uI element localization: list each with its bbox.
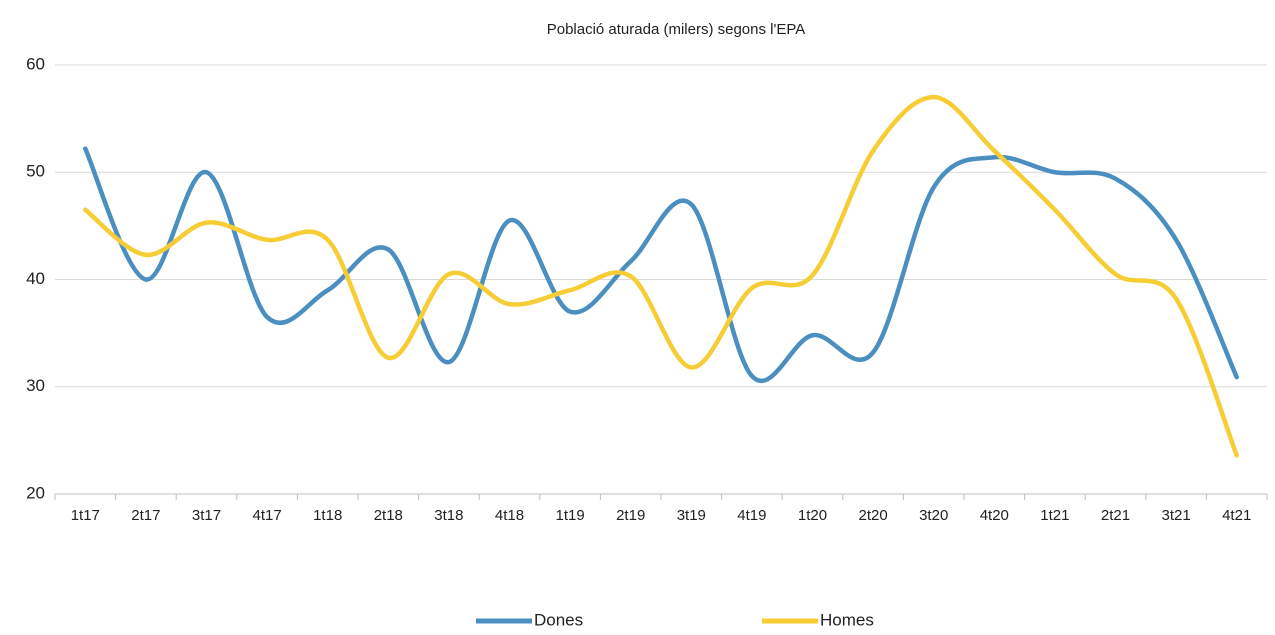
x-tick-label: 1t19	[555, 507, 584, 524]
x-tick-label: 2t20	[858, 507, 887, 524]
x-tick-label: 4t19	[737, 507, 766, 524]
x-tick-label: 3t19	[677, 507, 706, 524]
x-tick-label: 2t17	[131, 507, 160, 524]
x-tick-label: 4t18	[495, 507, 524, 524]
y-tick-label: 20	[26, 483, 45, 502]
x-tick-label: 4t21	[1222, 507, 1251, 524]
x-tick-label: 4t20	[980, 507, 1009, 524]
x-tick-label: 4t17	[252, 507, 281, 524]
x-tick-label: 1t20	[798, 507, 827, 524]
x-tick-label: 2t19	[616, 507, 645, 524]
legend-label: Dones	[534, 610, 583, 629]
x-tick-label: 3t18	[434, 507, 463, 524]
x-tick-label: 2t21	[1101, 507, 1130, 524]
y-tick-label: 50	[26, 162, 45, 181]
x-tick-label: 3t20	[919, 507, 948, 524]
x-tick-label: 1t18	[313, 507, 342, 524]
x-tick-label: 3t17	[192, 507, 221, 524]
y-tick-label: 60	[26, 54, 45, 73]
x-tick-label: 2t18	[374, 507, 403, 524]
legend-label: Homes	[820, 610, 874, 629]
x-tick-label: 1t17	[71, 507, 100, 524]
x-tick-label: 3t21	[1161, 507, 1190, 524]
y-tick-label: 40	[26, 269, 45, 288]
y-tick-label: 30	[26, 376, 45, 395]
chart-title: Població aturada (milers) segons l'EPA	[547, 21, 806, 38]
series-line	[83, 146, 1239, 383]
x-tick-label: 1t21	[1040, 507, 1069, 524]
series-line	[83, 94, 1239, 458]
